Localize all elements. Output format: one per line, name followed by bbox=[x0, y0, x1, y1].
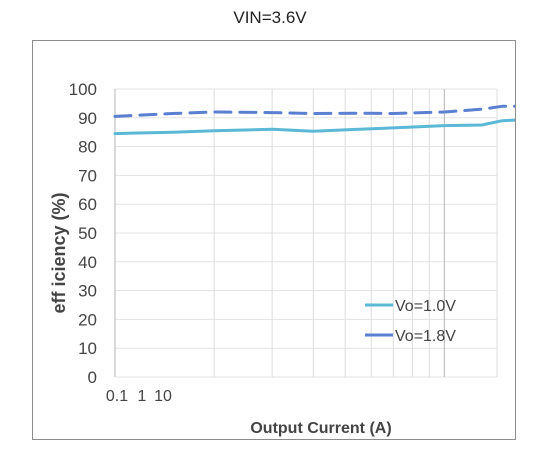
y-tick-label: 40 bbox=[78, 253, 97, 272]
y-axis-label: eff iciency (%) bbox=[49, 192, 69, 313]
efficiency-chart: 0 10 20 30 40 50 60 70 80 90 100 0.1 1 10 eff icienc… bbox=[49, 80, 515, 437]
y-tick-label: 70 bbox=[78, 166, 97, 185]
x-tick-label: 0.1 bbox=[106, 388, 128, 405]
series-lines bbox=[113, 104, 515, 136]
legend-label: Vo=1.0V bbox=[395, 298, 456, 315]
y-tick-label: 20 bbox=[78, 310, 97, 329]
y-tick-label: 0 bbox=[88, 368, 97, 387]
x-tick-labels: 0.1 1 10 bbox=[106, 388, 172, 405]
y-tick-label: 90 bbox=[78, 109, 97, 128]
x-tick-label: 10 bbox=[154, 388, 172, 405]
chart-frame: 0 10 20 30 40 50 60 70 80 90 100 0.1 1 10 eff icienc… bbox=[32, 40, 516, 440]
y-tick-label: 30 bbox=[78, 282, 97, 301]
y-tick-label: 60 bbox=[78, 195, 97, 214]
series-line-2 bbox=[113, 104, 515, 118]
x-axis-label: Output Current (A) bbox=[250, 420, 391, 437]
y-tick-label: 10 bbox=[78, 339, 97, 358]
legend: Vo=1.0V Vo=1.8V bbox=[365, 298, 456, 345]
x-tick-label: 1 bbox=[138, 388, 147, 405]
grid bbox=[114, 88, 498, 378]
chart-title: VIN=3.6V bbox=[233, 8, 307, 27]
series-line-1 bbox=[113, 118, 515, 136]
y-tick-labels: 0 10 20 30 40 50 60 70 80 90 100 bbox=[69, 80, 97, 387]
legend-label: Vo=1.8V bbox=[395, 328, 456, 345]
y-tick-label: 80 bbox=[78, 138, 97, 157]
y-tick-label: 50 bbox=[78, 224, 97, 243]
y-tick-label: 100 bbox=[69, 80, 97, 99]
